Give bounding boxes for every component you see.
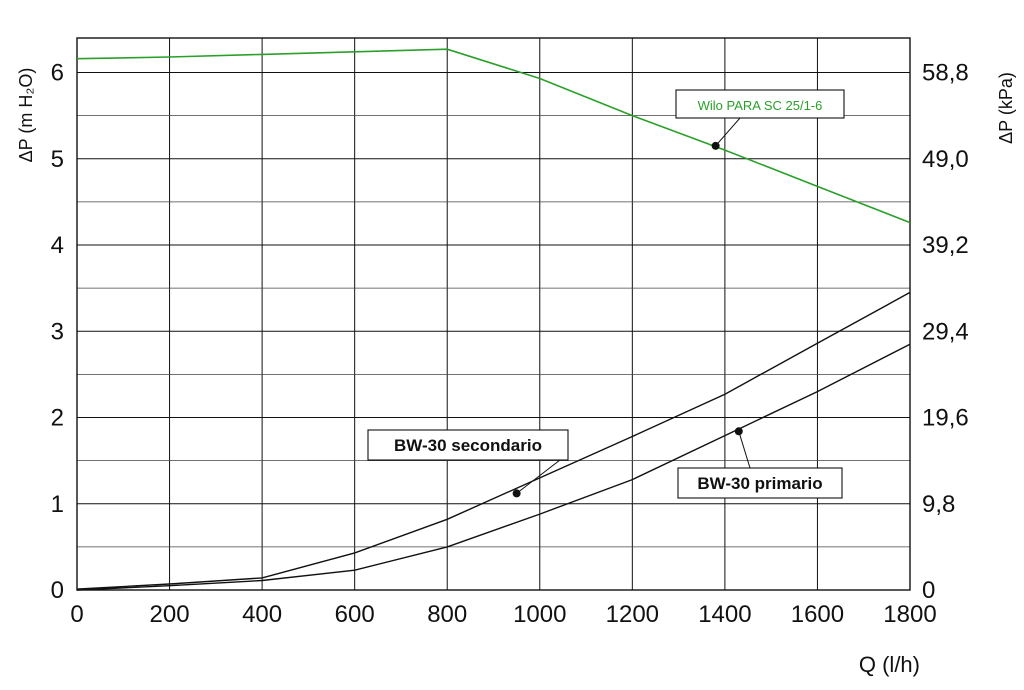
y-tick-label-left: 1 bbox=[51, 491, 64, 518]
y-tick-label-left: 6 bbox=[51, 60, 64, 87]
y-tick-label-right: 39,2 bbox=[922, 232, 969, 259]
label-box-bw-30-secondario bbox=[367, 429, 569, 461]
leader-line-bw-30-primario bbox=[738, 431, 751, 469]
y-tick-label-right: 29,4 bbox=[922, 318, 969, 345]
y-axis-title-left: ΔP (m H₂O) bbox=[16, 68, 36, 163]
x-tick-labels: 0 200 400 600 800 1000 1200 1400 1600 1800 bbox=[70, 601, 936, 628]
y-tick-label-left: 4 bbox=[51, 232, 64, 259]
x-tick-label: 1000 bbox=[513, 601, 566, 628]
y-tick-label-right: 0 bbox=[922, 577, 935, 604]
left-y-tick-labels: 0 1 2 3 4 5 6 bbox=[51, 60, 64, 605]
x-tick-label: 1600 bbox=[791, 601, 844, 628]
series-line-wilo-para-sc-25-1-6 bbox=[76, 48, 911, 224]
x-tick-label: 200 bbox=[150, 601, 190, 628]
series-label-wilo-para-sc-25-1-6: Wilo PARA SC 25/1-6 bbox=[698, 98, 823, 113]
y-tick-label-left: 5 bbox=[51, 146, 64, 173]
series-lines bbox=[76, 48, 911, 591]
y-tick-label-left: 3 bbox=[51, 318, 64, 345]
x-tick-label: 800 bbox=[427, 601, 467, 628]
x-tick-label: 1400 bbox=[698, 601, 751, 628]
x-axis-title: Q (l/h) bbox=[859, 652, 920, 677]
y-tick-label-left: 0 bbox=[51, 577, 64, 604]
leader-line-bw-30-secondario bbox=[516, 459, 561, 494]
x-tick-label: 400 bbox=[242, 601, 282, 628]
series-label-bw-30-primario: BW-30 primario bbox=[697, 474, 822, 493]
x-tick-label: 1800 bbox=[883, 601, 936, 628]
y-tick-label-right: 19,6 bbox=[922, 405, 969, 432]
x-tick-label: 0 bbox=[70, 601, 83, 628]
y-tick-label-right: 9,8 bbox=[922, 491, 955, 518]
y-tick-label-right: 49,0 bbox=[922, 146, 969, 173]
y-axis-title-right: ΔP (kPa) bbox=[996, 72, 1016, 144]
label-box-bw-30-primario bbox=[677, 467, 843, 499]
series-line-bw-30-primario bbox=[76, 343, 911, 591]
series-annotations: Wilo PARA SC 25/1-6 BW-30 secondario BW-30… bbox=[367, 89, 845, 499]
grid bbox=[76, 37, 911, 591]
right-y-tick-labels: 0 9,8 19,6 29,4 39,2 49,0 58,8 bbox=[922, 60, 969, 605]
plot-frame bbox=[76, 37, 911, 591]
y-tick-label-left: 2 bbox=[51, 405, 64, 432]
series-label-bw-30-secondario: BW-30 secondario bbox=[394, 436, 542, 455]
label-box-wilo-para-sc-25-1-6 bbox=[675, 89, 845, 119]
leader-line-wilo-para-sc-25-1-6 bbox=[715, 117, 741, 147]
x-tick-label: 1200 bbox=[606, 601, 659, 628]
x-tick-label: 600 bbox=[335, 601, 375, 628]
series-line-bw-30-secondario bbox=[76, 291, 911, 590]
y-tick-label-right: 58,8 bbox=[922, 60, 969, 87]
